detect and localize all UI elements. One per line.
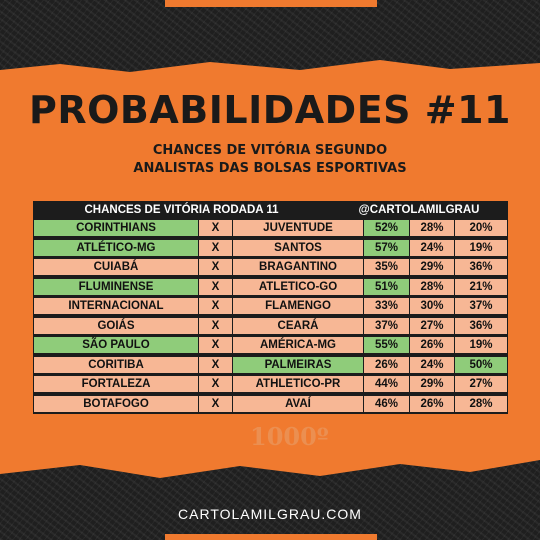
page-title: PROBABILIDADES #11 xyxy=(28,88,511,132)
away-win-pct-cell: 21% xyxy=(455,278,507,295)
away-team-cell: JUVENTUDE xyxy=(233,220,363,236)
away-team-cell: CEARÁ xyxy=(233,317,363,334)
table-header-title: CHANCES DE VITÓRIA RODADA 11 xyxy=(84,204,279,216)
away-team-cell: PALMEIRAS xyxy=(233,356,363,373)
draw-pct-cell: 29% xyxy=(410,376,454,392)
away-team-cell: BRAGANTINO xyxy=(233,259,363,275)
home-win-pct-cell: 51% xyxy=(364,278,409,295)
draw-pct-cell: 30% xyxy=(410,298,454,314)
home-team-cell: FORTALEZA xyxy=(34,376,198,392)
table-row: GOIÁS X CEARÁ 37% 27% 36% xyxy=(33,317,508,334)
home-team-cell: CORITIBA xyxy=(34,356,198,373)
home-team-cell: GOIÁS xyxy=(34,317,198,334)
versus-cell: X xyxy=(199,220,232,236)
table-header-handle: @CARTOLAMILGRAU xyxy=(358,204,480,216)
draw-pct-cell: 29% xyxy=(410,259,454,275)
versus-cell: X xyxy=(199,395,232,412)
bottom-accent-stripe xyxy=(165,534,377,540)
home-team-cell: SÃO PAULO xyxy=(34,337,198,353)
top-background-texture xyxy=(0,0,540,80)
draw-pct-cell: 28% xyxy=(410,278,454,295)
table-row: FORTALEZA X ATHLETICO-PR 44% 29% 27% xyxy=(33,375,508,392)
away-team-cell: AMÉRICA-MG xyxy=(233,337,363,353)
versus-cell: X xyxy=(199,239,232,256)
away-win-pct-cell: 37% xyxy=(455,298,507,314)
away-win-pct-cell: 27% xyxy=(455,376,507,392)
versus-cell: X xyxy=(199,356,232,373)
table-row: CORITIBA X PALMEIRAS 26% 24% 50% xyxy=(33,356,508,373)
table-row: BOTAFOGO X AVAÍ 46% 26% 28% xyxy=(33,395,508,412)
draw-pct-cell: 24% xyxy=(410,239,454,256)
home-team-cell: CUIABÁ xyxy=(34,259,198,275)
probabilities-table: CHANCES DE VITÓRIA RODADA 11 @CARTOLAMIL… xyxy=(33,201,508,414)
away-win-pct-cell: 50% xyxy=(455,356,507,373)
footer-site-url[interactable]: CARTOLAMILGRAU.COM xyxy=(178,506,362,522)
home-win-pct-cell: 52% xyxy=(364,220,409,236)
versus-cell: X xyxy=(199,337,232,353)
away-team-cell: AVAÍ xyxy=(233,395,363,412)
bottom-background-texture xyxy=(0,460,540,540)
versus-cell: X xyxy=(199,298,232,314)
home-win-pct-cell: 57% xyxy=(364,239,409,256)
home-team-cell: ATLÉTICO-MG xyxy=(34,239,198,256)
away-win-pct-cell: 19% xyxy=(455,239,507,256)
home-win-pct-cell: 55% xyxy=(364,337,409,353)
away-win-pct-cell: 28% xyxy=(455,395,507,412)
draw-pct-cell: 27% xyxy=(410,317,454,334)
away-team-cell: SANTOS xyxy=(233,239,363,256)
table-header: CHANCES DE VITÓRIA RODADA 11 @CARTOLAMIL… xyxy=(33,201,508,219)
home-win-pct-cell: 46% xyxy=(364,395,409,412)
home-win-pct-cell: 44% xyxy=(364,376,409,392)
away-win-pct-cell: 20% xyxy=(455,220,507,236)
versus-cell: X xyxy=(199,376,232,392)
away-win-pct-cell: 19% xyxy=(455,337,507,353)
table-row: INTERNACIONAL X FLAMENGO 33% 30% 37% xyxy=(33,297,508,314)
table-row: CUIABÁ X BRAGANTINO 35% 29% 36% xyxy=(33,258,508,275)
subtitle-line-2: ANALISTAS DAS BOLSAS ESPORTIVAS xyxy=(133,161,407,176)
home-team-cell: CORINTHIANS xyxy=(34,220,198,236)
home-win-pct-cell: 33% xyxy=(364,298,409,314)
table-row: ATLÉTICO-MG X SANTOS 57% 24% 19% xyxy=(33,239,508,256)
away-win-pct-cell: 36% xyxy=(455,259,507,275)
home-win-pct-cell: 26% xyxy=(364,356,409,373)
table-row: CORINTHIANS X JUVENTUDE 52% 28% 20% xyxy=(33,219,508,236)
subtitle-line-1: CHANCES DE VITÓRIA SEGUNDO xyxy=(152,143,388,158)
home-team-cell: BOTAFOGO xyxy=(34,395,198,412)
table-row: SÃO PAULO X AMÉRICA-MG 55% 26% 19% xyxy=(33,336,508,353)
top-accent-stripe xyxy=(165,0,377,7)
home-team-cell: INTERNACIONAL xyxy=(34,298,198,314)
draw-pct-cell: 24% xyxy=(410,356,454,373)
versus-cell: X xyxy=(199,317,232,334)
home-win-pct-cell: 35% xyxy=(364,259,409,275)
draw-pct-cell: 26% xyxy=(410,337,454,353)
versus-cell: X xyxy=(199,259,232,275)
home-win-pct-cell: 37% xyxy=(364,317,409,334)
home-team-cell: FLUMINENSE xyxy=(34,278,198,295)
table-row: FLUMINENSE X ATLETICO-GO 51% 28% 21% xyxy=(33,278,508,295)
away-team-cell: ATHLETICO-PR xyxy=(233,376,363,392)
away-team-cell: FLAMENGO xyxy=(233,298,363,314)
away-win-pct-cell: 36% xyxy=(455,317,507,334)
away-team-cell: ATLETICO-GO xyxy=(233,278,363,295)
draw-pct-cell: 28% xyxy=(410,220,454,236)
versus-cell: X xyxy=(199,278,232,295)
draw-pct-cell: 26% xyxy=(410,395,454,412)
